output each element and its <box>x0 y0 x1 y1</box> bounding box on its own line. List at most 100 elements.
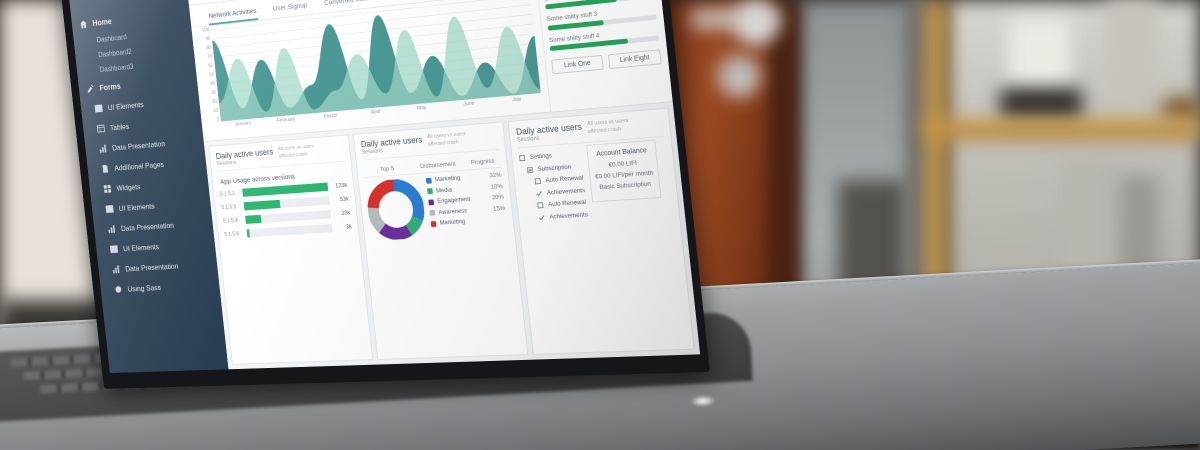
home-icon <box>79 19 88 29</box>
legend-item: Awareness 15% <box>429 205 505 217</box>
settings-item-label: Auto Renewal <box>545 174 584 185</box>
bar-value: 53k <box>339 196 350 204</box>
table-header-cell: Disbursement <box>419 161 457 171</box>
activity-panel: Network Activities User Signup Converted S… <box>189 0 673 143</box>
settings-item-auto-renewal[interactable]: Auto Renewal <box>524 199 587 210</box>
legend-value: 15% <box>492 205 506 213</box>
chart-icon <box>99 144 108 153</box>
legend-label: Marketing <box>439 218 466 227</box>
chart-icon <box>112 264 121 273</box>
shelf-object-3 <box>1106 0 1158 120</box>
settings-item-label: Subscription <box>537 163 572 173</box>
check-icon <box>535 190 542 197</box>
settings-item-auto-renewal[interactable]: Auto Renewal <box>521 175 584 186</box>
area-chart: 100 90 80 70 60 50 40 30 20 10 0 January February Ma… <box>195 0 544 139</box>
bar-category: 5.1.5.2 <box>219 190 236 198</box>
sidebar-item-label: Dashboard2 <box>97 47 133 59</box>
donut-legend: Marketing 32% Media 10% Engagement 20% Awarene… <box>425 172 507 232</box>
settings-item-achievements[interactable]: Achievements <box>523 187 586 198</box>
settings-item-label: Achievements <box>549 211 589 221</box>
sidebar-item-label: Dashboard3 <box>99 62 134 74</box>
y-tick-label: 10 <box>213 108 219 115</box>
table-icon <box>97 123 106 132</box>
square-icon <box>534 178 541 185</box>
y-tick-label: 0 <box>216 117 220 123</box>
bar-value: 123k <box>334 182 348 190</box>
legend-swatch <box>425 177 432 184</box>
sass-icon <box>114 284 123 293</box>
list-item: Some shitty stuff 3 <box>547 5 657 31</box>
card-settings: Daily active users Sessions All users vs… <box>507 107 695 355</box>
bar-track <box>243 196 330 211</box>
donut-chart-wrap: Marketing 32% Media 10% Engagement 20% Awarene… <box>365 172 508 241</box>
donut-slice <box>382 227 409 235</box>
sidebar-item-label: Home <box>92 16 113 28</box>
main-content: Welcome to Gentelella Alela Admin Theme … <box>182 0 701 370</box>
settings-item-subscription[interactable]: Subscription <box>520 163 583 174</box>
account-balance: Account Balance €0.00 LIFI €0.00 LIFI/pe… <box>585 139 662 203</box>
sidebar-item-label: Additional Pages <box>113 159 165 173</box>
widget-icon <box>103 184 112 193</box>
y-tick-label: 100 <box>201 27 210 34</box>
legend-label: Awareness <box>438 207 468 216</box>
y-tick-label: 40 <box>210 81 216 88</box>
bottom-cards: Daily active users Sessions All users vs… <box>203 102 701 370</box>
tab-converted-sales[interactable]: Converted Sales <box>323 0 372 8</box>
tab-network-activities[interactable]: Network Activities <box>207 4 259 26</box>
sidebar-item-label: Data Presentation <box>120 220 175 233</box>
donut-chart <box>365 178 427 241</box>
tab-user-signup[interactable]: User Signup <box>272 0 308 13</box>
link-button-2[interactable]: Link Eight <box>607 49 662 70</box>
bar-value: 23k <box>341 210 351 218</box>
pages-icon <box>102 164 109 173</box>
y-tick-label: 20 <box>212 99 218 106</box>
legend-item: Media 10% <box>427 183 503 195</box>
screen-bezel: Welcome, Anthony Mutiaya HomeDashboardDa… <box>56 0 711 389</box>
legend-value: 20% <box>491 194 505 202</box>
bar-category: 5.1.5.4 <box>222 217 239 225</box>
window-icon <box>105 204 114 213</box>
table-icon <box>97 123 106 132</box>
laptop-screen: Welcome, Anthony Mutiaya HomeDashboardDa… <box>56 0 711 389</box>
settings-item-label: Achievements <box>546 187 586 197</box>
card-note: All users vs users affected crash <box>427 131 467 148</box>
y-tick-label: 30 <box>211 90 217 97</box>
bar-track <box>245 210 332 225</box>
settings-item-settings[interactable]: Settings <box>519 151 582 162</box>
settings-item-achievements[interactable]: Achievements <box>525 211 588 222</box>
legend-item: Engagement 20% <box>428 194 504 206</box>
sidebar-item-label: Forms <box>99 81 122 93</box>
bar-category: 5.1.5.5 <box>221 204 237 211</box>
legend-swatch <box>429 210 436 217</box>
bar-value: 3k <box>345 223 353 231</box>
settings-item-label: Settings <box>529 152 553 162</box>
legend-item: Marketing <box>430 216 507 227</box>
card-header: Daily active users Sessions All users vs… <box>215 141 345 172</box>
progress-list: Some shitty stuff 1Some shitty stuff 2So… <box>542 0 660 52</box>
settings-item-label: Auto Renewal <box>547 199 587 209</box>
sidebar-item-label: Dashboard <box>96 32 128 45</box>
square-icon <box>537 202 544 209</box>
bar-row: 5.1.5.6 3k <box>224 223 352 239</box>
check-icon <box>538 214 545 221</box>
table-header-cell: Top 5 <box>379 165 395 174</box>
chart-column: Network Activities User Signup Converted S… <box>189 0 550 141</box>
shelf-object-1 <box>1000 88 1082 122</box>
tab-profit-made[interactable]: Profit Made <box>387 0 424 6</box>
edit-icon <box>87 84 94 93</box>
y-tick-label: 90 <box>205 36 211 43</box>
bar-track <box>246 224 333 238</box>
link-button-1[interactable]: Link One <box>551 55 604 75</box>
window-icon <box>110 244 119 253</box>
sidebar-item-label: Using Sass <box>127 282 162 293</box>
chart-icon <box>108 224 116 233</box>
window-icon <box>110 244 119 253</box>
shelf-object-2 <box>1008 18 1070 92</box>
chart-icon <box>112 264 120 273</box>
donut-slice <box>408 219 419 231</box>
legend-value: 10% <box>490 183 504 191</box>
list-item: Some shitty stuff 4 <box>549 26 660 52</box>
legend-swatch <box>430 220 437 227</box>
legend-item: Marketing 32% <box>425 172 502 184</box>
legend-value: 32% <box>489 172 502 180</box>
